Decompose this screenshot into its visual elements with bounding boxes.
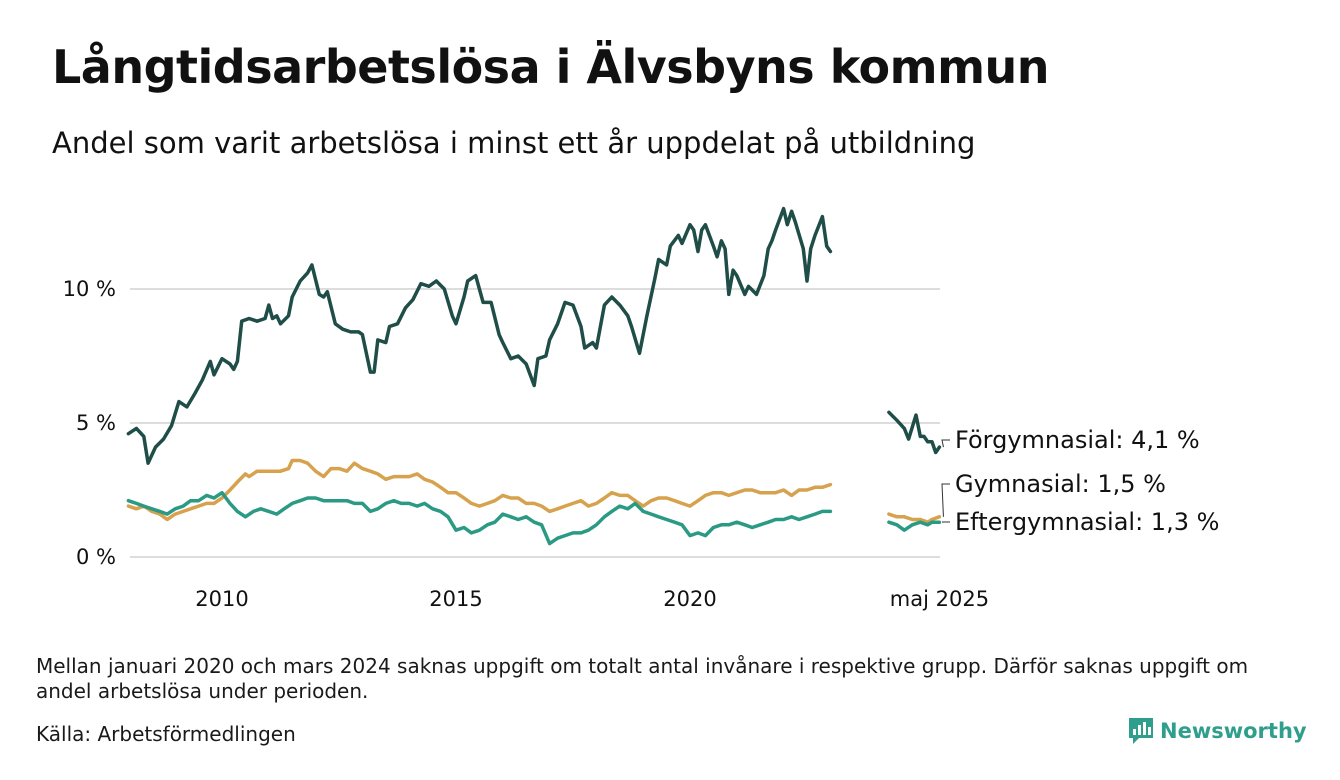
series-line xyxy=(887,512,942,524)
source-note: Källa: Arbetsförmedlingen xyxy=(36,722,296,746)
series-lines xyxy=(126,206,942,546)
footnote: Mellan januari 2020 och mars 2024 saknas… xyxy=(36,654,1249,703)
gridlines xyxy=(130,288,940,558)
bar-chart-icon xyxy=(1129,718,1153,744)
x-tick-label: 2010 xyxy=(195,587,248,611)
label-leader-line xyxy=(941,439,950,448)
x-axis-tick-labels: 2010 2015 2020 maj 2025 xyxy=(195,587,989,611)
y-axis-tick-labels: 0 % 5 % 10 % xyxy=(63,277,116,569)
series-line xyxy=(126,458,833,522)
series-end-label: Gymnasial: 1,5 % xyxy=(955,470,1166,498)
line-chart: 0 % 5 % 10 % 2010 2015 2020 maj 2025 Förgymna… xyxy=(63,206,1219,611)
y-tick-label: 10 % xyxy=(63,277,116,301)
series-end-label: Förgymnasial: 4,1 % xyxy=(955,426,1200,454)
x-tick-label: 2020 xyxy=(663,587,716,611)
chart-title: Långtidsarbetslösa i Älvsbyns kommun xyxy=(52,40,1050,94)
brand-name: Newsworthy xyxy=(1160,719,1307,743)
series-line xyxy=(126,206,833,465)
chart-subtitle: Andel som varit arbetslösa i minst ett å… xyxy=(52,126,976,160)
y-tick-label: 0 % xyxy=(76,545,116,569)
label-leader-line xyxy=(941,483,950,517)
x-tick-label: maj 2025 xyxy=(890,587,989,611)
y-tick-label: 5 % xyxy=(76,411,116,435)
series-line xyxy=(887,410,942,455)
series-end-labels: Förgymnasial: 4,1 % Gymnasial: 1,5 % Efter… xyxy=(941,426,1219,536)
newsworthy-logo[interactable]: Newsworthy xyxy=(1128,717,1307,745)
x-tick-label: 2015 xyxy=(429,587,482,611)
series-line xyxy=(887,520,942,532)
series-line xyxy=(126,490,833,546)
series-end-label: Eftergymnasial: 1,3 % xyxy=(955,508,1219,536)
